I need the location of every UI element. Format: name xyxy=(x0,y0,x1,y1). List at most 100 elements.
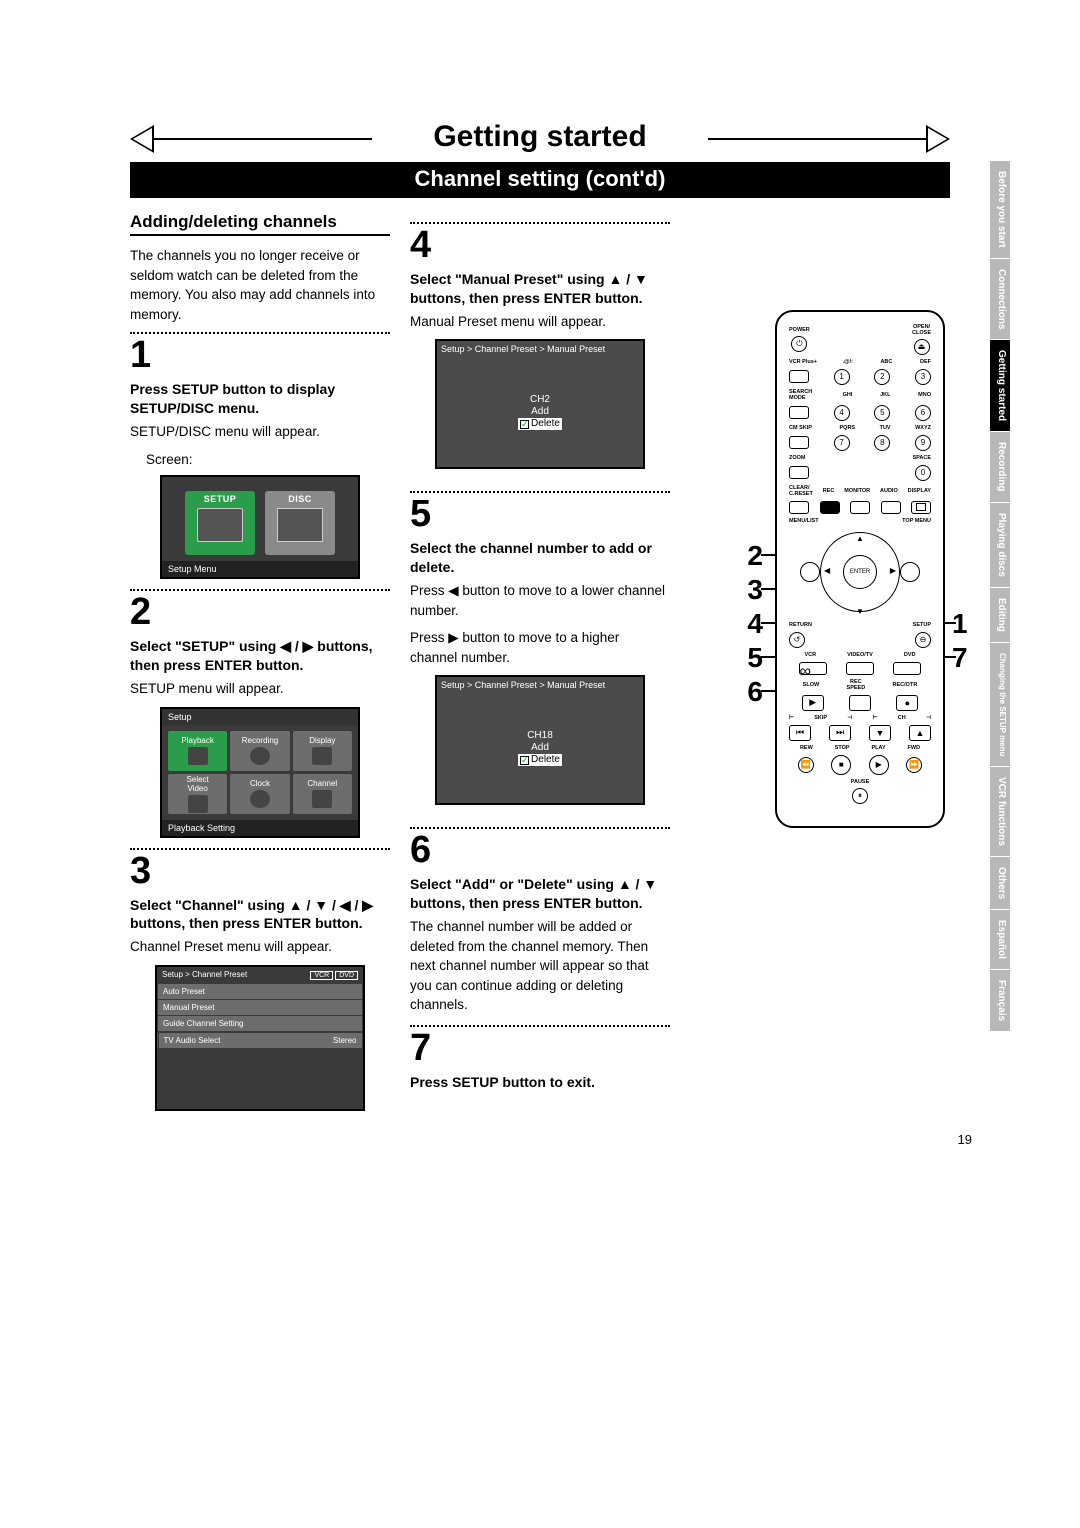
step-text: Manual Preset menu will appear. xyxy=(410,312,670,332)
step-text: SETUP/DISC menu will appear. xyxy=(130,422,390,442)
grid-cell-channel: Channel xyxy=(293,774,352,814)
grid-cell-recording: Recording xyxy=(230,731,289,771)
pause-button[interactable]: ⏸ xyxy=(852,788,868,804)
recspeed-button[interactable] xyxy=(849,695,871,711)
slow-button[interactable]: ▶ xyxy=(802,695,824,711)
cmskip-button[interactable] xyxy=(789,436,809,449)
num-2-button[interactable]: 2 xyxy=(874,369,890,385)
step-number: 4 xyxy=(410,226,670,264)
ch-up-button[interactable]: ▲ xyxy=(909,725,931,741)
list-item: Manual Preset xyxy=(158,999,363,1015)
intro-text: The channels you no longer receive or se… xyxy=(130,246,390,324)
clear-button[interactable] xyxy=(789,501,809,514)
step-instruction: Select "Manual Preset" using ▲ / ▼ butto… xyxy=(410,270,670,308)
divider xyxy=(410,491,670,493)
step-instruction: Select "Channel" using ▲ / ▼ / ◀ / ▶ but… xyxy=(130,896,390,934)
vcr-button[interactable]: ∞ xyxy=(799,662,827,675)
return-button[interactable]: ↺ xyxy=(789,632,805,648)
tab-editing[interactable]: Editing xyxy=(990,587,1010,642)
num-5-button[interactable]: 5 xyxy=(874,405,890,421)
list-item: Guide Channel Setting xyxy=(158,1015,363,1031)
num-7-button[interactable]: 7 xyxy=(834,435,850,451)
tab-vcr-functions[interactable]: VCR functions xyxy=(990,766,1010,856)
screen-footer: Playback Setting xyxy=(162,820,358,836)
step-instruction: Press SETUP button to display SETUP/DISC… xyxy=(130,380,390,418)
openclose-label: OPEN/ CLOSE xyxy=(912,324,931,336)
topmenu-button[interactable] xyxy=(900,562,920,582)
stop-button[interactable]: ■ xyxy=(831,755,851,775)
tab-before-you-start[interactable]: Before you start xyxy=(990,160,1010,258)
screen-caption: Screen: xyxy=(146,450,390,470)
tab-others[interactable]: Others xyxy=(990,856,1010,909)
audio-button[interactable] xyxy=(881,501,901,514)
recotr-button[interactable]: ● xyxy=(896,695,918,711)
monitor-button[interactable] xyxy=(850,501,870,514)
power-label: POWER xyxy=(789,327,810,333)
tab-francais[interactable]: Français xyxy=(990,969,1010,1031)
videotv-button[interactable] xyxy=(846,662,874,675)
add-label: Add xyxy=(531,742,549,754)
step-number: 5 xyxy=(410,495,670,533)
delete-label: Delete xyxy=(518,754,562,766)
num-1-button[interactable]: 1 xyxy=(834,369,850,385)
step-number: 3 xyxy=(130,852,390,890)
zoom-button[interactable] xyxy=(789,466,809,479)
step-number: 6 xyxy=(410,831,670,869)
list-item: TV Audio SelectStereo xyxy=(158,1032,363,1049)
num-0-button[interactable]: 0 xyxy=(915,465,931,481)
searchmode-button[interactable] xyxy=(789,406,809,419)
step-text: Channel Preset menu will appear. xyxy=(130,937,390,957)
tab-setup-menu[interactable]: Changing the SETUP menu xyxy=(990,642,1010,766)
breadcrumb: Setup > Channel Preset xyxy=(162,970,247,979)
callout-4: 4 xyxy=(727,608,763,640)
list-item: Auto Preset xyxy=(158,983,363,999)
tab-playing-discs[interactable]: Playing discs xyxy=(990,502,1010,587)
tab-recording[interactable]: Recording xyxy=(990,431,1010,501)
dpad: ENTER ▲ ▼ ◀ ▶ xyxy=(800,528,920,616)
breadcrumb: Setup > Channel Preset > Manual Preset xyxy=(437,341,643,357)
step-text: Press ◀ button to move to a lower channe… xyxy=(410,581,670,620)
page-number: 19 xyxy=(958,1132,972,1147)
num-8-button[interactable]: 8 xyxy=(874,435,890,451)
setup-button[interactable]: ⊖ xyxy=(915,632,931,648)
rec-button[interactable] xyxy=(820,501,840,514)
fwd-button[interactable]: ⏩ xyxy=(906,757,922,773)
menulist-button[interactable] xyxy=(800,562,820,582)
add-label: Add xyxy=(531,406,549,418)
enter-button[interactable]: ENTER xyxy=(843,555,877,589)
skip-next-button[interactable]: ⏭ xyxy=(829,725,851,741)
num-4-button[interactable]: 4 xyxy=(834,405,850,421)
rew-button[interactable]: ⏪ xyxy=(798,757,814,773)
callout-6: 6 xyxy=(727,676,763,708)
channel-number: CH18 xyxy=(527,730,553,742)
grid-cell-display: Display xyxy=(293,731,352,771)
display-button[interactable] xyxy=(911,501,931,514)
grid-cell-clock: Clock xyxy=(230,774,289,814)
callout-5: 5 xyxy=(727,642,763,674)
play-button[interactable]: ▶ xyxy=(869,755,889,775)
vcrplus-button[interactable] xyxy=(789,370,809,383)
power-button[interactable]: ⏻ xyxy=(791,336,807,352)
tab-espanol[interactable]: Español xyxy=(990,909,1010,969)
num-9-button[interactable]: 9 xyxy=(915,435,931,451)
ch-down-button[interactable]: ▼ xyxy=(869,725,891,741)
callout-2: 2 xyxy=(727,540,763,572)
num-3-button[interactable]: 3 xyxy=(915,369,931,385)
num-6-button[interactable]: 6 xyxy=(915,405,931,421)
delete-label: Delete xyxy=(518,418,562,430)
step-instruction: Press SETUP button to exit. xyxy=(410,1073,670,1092)
section-title: Adding/deleting channels xyxy=(130,212,390,236)
header-arrow-left-icon xyxy=(130,125,154,153)
screen-channel-preset: Setup > Channel Preset VCRDVD Auto Prese… xyxy=(155,965,365,1111)
tab-getting-started[interactable]: Getting started xyxy=(990,339,1010,431)
grid-cell-selectvideo: Select Video xyxy=(168,774,227,814)
divider xyxy=(130,589,390,591)
screen-footer: Setup Menu xyxy=(162,561,358,577)
dvd-button[interactable] xyxy=(893,662,921,675)
divider xyxy=(130,848,390,850)
step-text: The channel number will be added or dele… xyxy=(410,917,670,1015)
tab-connections[interactable]: Connections xyxy=(990,258,1010,340)
skip-prev-button[interactable]: ⏮ xyxy=(789,725,811,741)
callout-7: 7 xyxy=(952,642,988,674)
openclose-button[interactable]: ⏏ xyxy=(914,339,930,355)
